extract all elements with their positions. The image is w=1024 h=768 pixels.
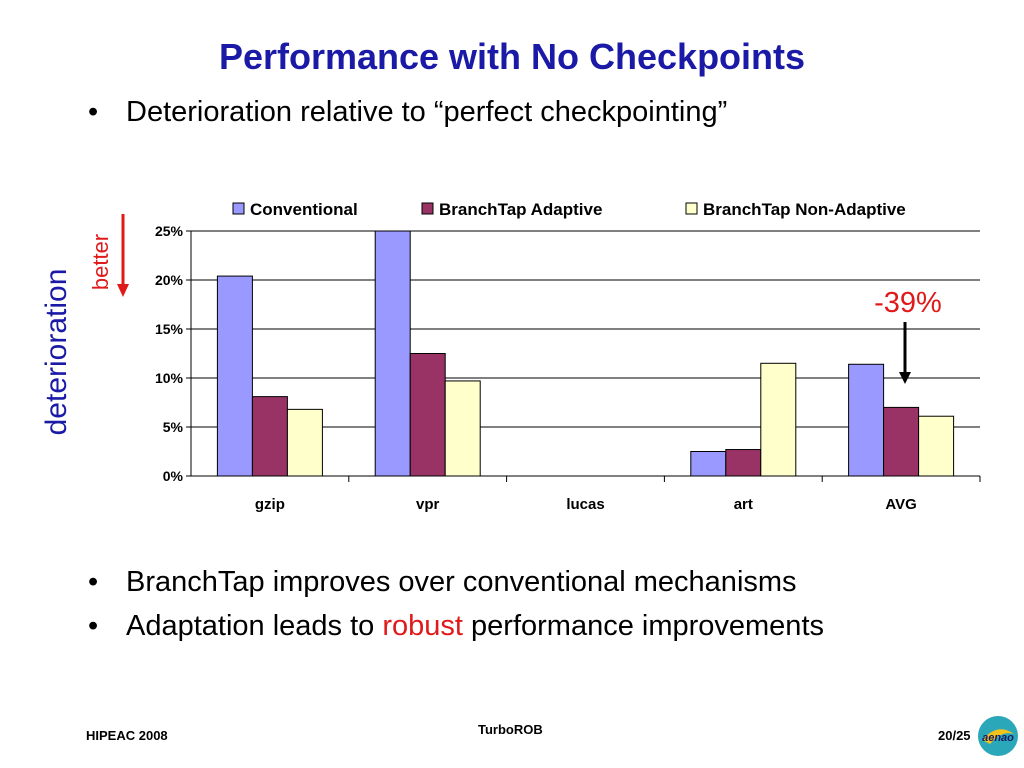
bullets-bottom: • BranchTap improves over conventional m… <box>88 566 824 654</box>
side-annotations: deterioration better -39% <box>40 214 942 435</box>
plot-area: 0% 5% 10% 15% 20% 25% gzip vpr lucas art AVG <box>155 223 981 513</box>
bullet-text: Adaptation leads to robust performance i… <box>126 610 824 642</box>
better-label: better <box>88 234 113 290</box>
y-tick-label: 25% <box>155 223 184 239</box>
bullet-glyph: • <box>88 610 99 642</box>
bar <box>409 353 446 477</box>
bullet-item: • Adaptation leads to robust performance… <box>88 610 824 643</box>
y-tick-label: 10% <box>155 370 184 386</box>
footer-page-number: 20/25 <box>938 728 971 743</box>
x-tick-label: art <box>734 496 753 513</box>
aenao-logo: aenao <box>978 716 1018 756</box>
bar <box>918 415 955 477</box>
bar <box>444 380 481 477</box>
bullet-item: • Deterioration relative to “perfect che… <box>88 96 727 129</box>
deterioration-label: deterioration <box>40 269 73 436</box>
footer-center: TurboROB <box>478 722 543 737</box>
bullet-text: BranchTap improves over conventional mec… <box>126 566 797 598</box>
legend-swatch <box>685 202 698 215</box>
svg-text:aenao: aenao <box>982 732 1014 744</box>
y-tick-label: 15% <box>155 321 184 337</box>
bar <box>883 406 920 477</box>
legend-label: BranchTap Non-Adaptive <box>703 200 906 219</box>
legend-swatch <box>232 202 245 215</box>
bar <box>760 362 797 477</box>
legend-label: BranchTap Adaptive <box>439 200 602 219</box>
bar <box>374 230 411 477</box>
legend-label: Conventional <box>250 200 358 219</box>
bar <box>251 396 288 477</box>
y-tick-label: 20% <box>155 272 184 288</box>
bar <box>216 275 253 477</box>
bar <box>690 451 727 477</box>
legend-swatch <box>421 202 434 215</box>
y-tick-label: 5% <box>163 419 184 435</box>
footer-left: HIPEAC 2008 <box>86 728 168 743</box>
bullet-glyph: • <box>88 96 99 128</box>
better-arrow-head <box>117 284 129 297</box>
bar <box>725 449 762 477</box>
legend: Conventional BranchTap Adaptive BranchTap … <box>232 200 906 219</box>
bullet-item: • BranchTap improves over conventional m… <box>88 566 824 599</box>
bullet-glyph: • <box>88 566 99 598</box>
x-tick-label: gzip <box>255 496 285 513</box>
bar <box>848 363 885 477</box>
annotation-arrow-head <box>899 372 911 384</box>
bullet-text: Deterioration relative to “perfect check… <box>126 96 728 128</box>
x-tick-label: lucas <box>566 496 604 513</box>
y-tick-label: 0% <box>163 468 184 484</box>
x-tick-label: vpr <box>416 496 440 513</box>
bar <box>286 408 323 477</box>
x-tick-label: AVG <box>885 496 916 513</box>
bullets-top: • Deterioration relative to “perfect che… <box>88 96 727 140</box>
highlight-robust: robust <box>382 610 463 642</box>
slide-title: Performance with No Checkpoints <box>218 36 806 77</box>
reduction-annotation: -39% <box>874 287 942 319</box>
